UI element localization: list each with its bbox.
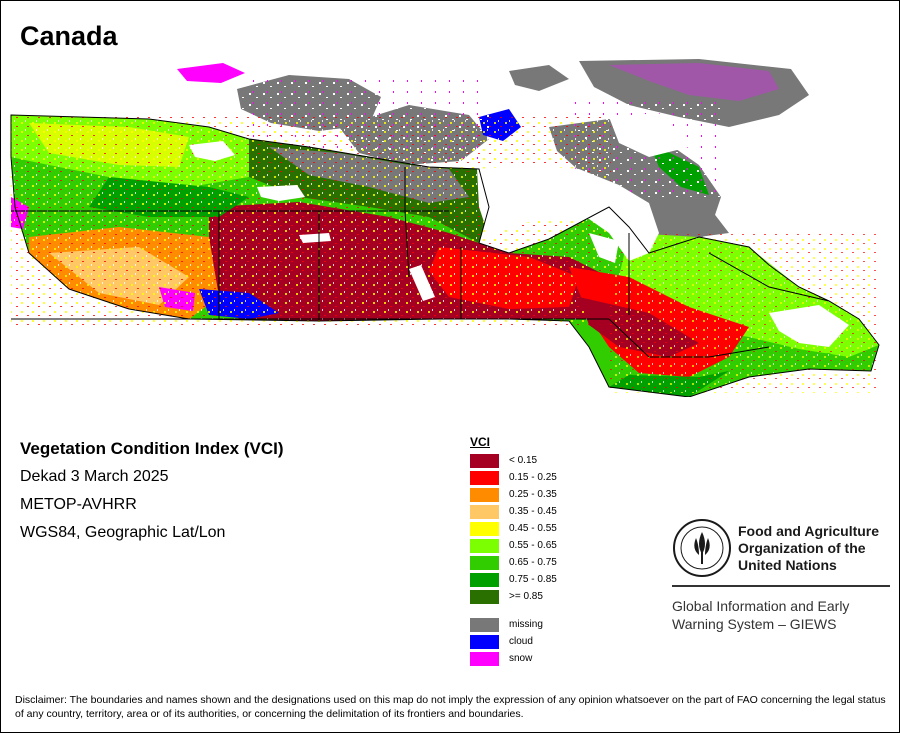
hudson-strait-water — [609, 113, 689, 157]
great-slave-lake — [257, 185, 305, 201]
period-label: Dekad 3 March 2025 — [20, 468, 169, 485]
fao-name: Food and Agriculture Organization of the… — [738, 523, 879, 574]
great-bear-lake — [189, 141, 235, 161]
legend-class-label: 0.35 - 0.45 — [509, 506, 557, 517]
legend-classes: < 0.15 0.15 - 0.25 0.25 - 0.35 0.35 - 0.45 0… — [470, 452, 590, 605]
giews-line1: Global Information and Early — [672, 597, 850, 614]
map-title: Canada — [20, 21, 118, 51]
legend-special-label: missing — [509, 619, 543, 630]
vci-map — [10, 59, 880, 397]
legend-special-label: cloud — [509, 636, 533, 647]
legend-class-label: >= 0.85 — [509, 591, 543, 602]
legend-class-label: 0.45 - 0.55 — [509, 523, 557, 534]
map-info: Vegetation Condition Index (VCI) Dekad 3… — [20, 439, 284, 552]
legend-special-swatch — [470, 617, 499, 632]
legend-class-swatch — [470, 487, 499, 502]
legend-class-swatch — [470, 538, 499, 553]
legend-class-item: 0.35 - 0.45 — [470, 503, 590, 520]
disclaimer: Disclaimer: The boundaries and names sho… — [15, 694, 886, 720]
legend-class-swatch — [470, 589, 499, 604]
legend-class-label: 0.55 - 0.65 — [509, 540, 557, 551]
small-island-2 — [509, 65, 569, 91]
legend-class-swatch — [470, 504, 499, 519]
legend-class-item: 0.45 - 0.55 — [470, 520, 590, 537]
legend-title: VCI — [470, 435, 491, 449]
ellesmere-snow — [609, 63, 779, 101]
legend-class-item: >= 0.85 — [470, 588, 590, 605]
gulf-st-lawrence — [769, 305, 849, 347]
legend-class-item: 0.15 - 0.25 — [470, 469, 590, 486]
legend-class-swatch — [470, 572, 499, 587]
fao-branding: Food and Agriculture Organization of the… — [672, 514, 890, 633]
fao-logo-icon — [673, 519, 731, 577]
legend-class-label: 0.15 - 0.25 — [509, 472, 557, 483]
sensor-label: METOP-AVHRR — [20, 496, 137, 513]
coastline — [10, 114, 880, 397]
legend-special-item: snow — [470, 650, 590, 667]
fao-name-line2: Organization of the — [738, 539, 866, 556]
legend-class-swatch — [470, 521, 499, 536]
index-heading: Vegetation Condition Index (VCI) — [20, 439, 284, 458]
giews-line2: Warning System – GIEWS — [672, 615, 837, 632]
legend-class-item: 0.65 - 0.75 — [470, 554, 590, 571]
fao-name-line1: Food and Agriculture — [738, 522, 880, 539]
legend-class-swatch — [470, 555, 499, 570]
legend-class-item: < 0.15 — [470, 452, 590, 469]
james-bay — [589, 233, 619, 263]
lake-winnipeg — [409, 265, 435, 301]
legend-class-label: 0.75 - 0.85 — [509, 574, 557, 585]
legend-special-swatch — [470, 634, 499, 649]
legend-class-label: 0.65 - 0.75 — [509, 557, 557, 568]
legend-class-item: 0.75 - 0.85 — [470, 571, 590, 588]
legend-special-item: missing — [470, 616, 590, 633]
legend-class-label: < 0.15 — [509, 455, 538, 466]
legend-class-swatch — [470, 470, 499, 485]
legend-class-label: 0.25 - 0.35 — [509, 489, 557, 500]
legend-special-item: cloud — [470, 633, 590, 650]
fao-divider — [672, 585, 890, 587]
small-island-snow — [177, 63, 245, 83]
hudson-bay — [477, 165, 659, 261]
legend-special-swatch — [470, 651, 499, 666]
legend-special: missing cloud snow — [470, 616, 590, 667]
projection-label: WGS84, Geographic Lat/Lon — [20, 524, 226, 541]
legend-class-swatch — [470, 453, 499, 468]
fao-name-line3: United Nations — [738, 556, 837, 573]
legend-special-label: snow — [509, 653, 533, 664]
giews-name: Global Information and Early Warning Sys… — [672, 597, 890, 633]
legend-class-item: 0.55 - 0.65 — [470, 537, 590, 554]
legend-class-item: 0.25 - 0.35 — [470, 486, 590, 503]
eastern-missing — [649, 203, 729, 237]
lake-athabasca — [299, 233, 331, 243]
legend: VCI < 0.15 0.15 - 0.25 0.25 - 0.35 0.35 - 0… — [470, 435, 590, 667]
